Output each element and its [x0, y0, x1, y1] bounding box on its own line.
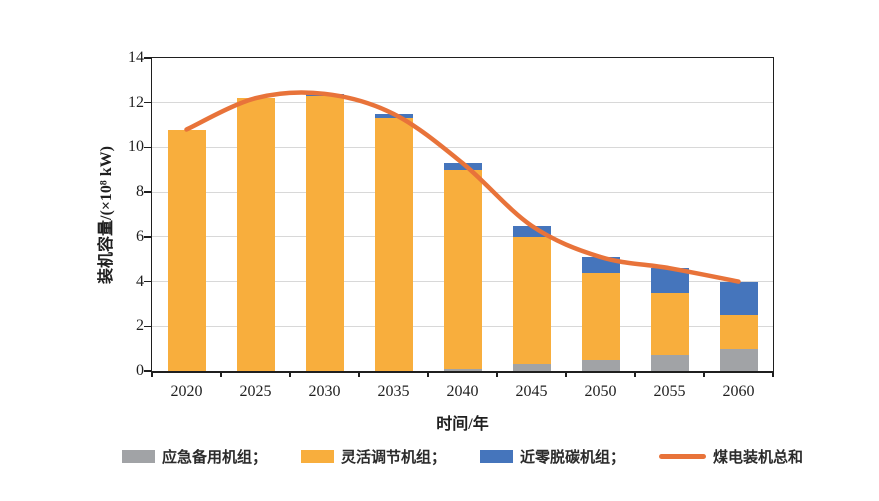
bar-segment-2040-近零脱碳机组	[443, 163, 482, 170]
legend-item: 灵活调节机组；	[300, 446, 446, 467]
x-tick-label: 2030	[308, 383, 341, 400]
x-tick-mark	[151, 372, 153, 377]
x-tick-label: 2040	[446, 383, 479, 400]
bar-segment-2045-近零脱碳机组	[512, 225, 551, 237]
bar-segment-2060-灵活调节机组	[719, 315, 758, 349]
bar-segment-2060-近零脱碳机组	[719, 281, 758, 316]
x-tick-label: 2020	[170, 383, 203, 400]
y-tick-label: 0	[136, 362, 144, 379]
bar-segment-2025-灵活调节机组	[236, 98, 275, 371]
x-tick-label: 2035	[377, 383, 410, 400]
x-tick-mark	[772, 372, 774, 377]
bar-segment-2060-应急备用机组	[719, 348, 758, 371]
legend-label: 近零脱碳机组；	[520, 450, 626, 466]
plot-area	[151, 57, 774, 373]
y-tick-label: 4	[136, 272, 144, 290]
x-tick-label: 2025	[239, 383, 272, 400]
x-tick-mark	[496, 372, 498, 377]
x-tick-label: 2060	[722, 383, 755, 400]
trend-line-煤电装机总和	[184, 90, 741, 284]
legend-color-swatch	[300, 450, 334, 463]
y-tick-mark	[144, 191, 151, 193]
y-tick-label: 10	[128, 138, 144, 156]
legend-item: 煤电装机总和	[659, 446, 803, 467]
legend-label: 煤电装机总和	[713, 450, 804, 466]
y-tick-mark	[144, 146, 151, 149]
legend-label: 应急备用机组；	[161, 450, 267, 466]
x-tick-mark	[289, 372, 291, 377]
bar-segment-2040-灵活调节机组	[443, 169, 482, 369]
x-tick-mark	[634, 372, 636, 377]
x-tick-label: 2045	[515, 383, 548, 400]
bar-segment-2040-应急备用机组	[443, 368, 482, 371]
y-tick-mark	[144, 325, 151, 328]
y-tick-label: 14	[128, 49, 144, 66]
legend-label: 灵活调节机组；	[340, 450, 446, 466]
y-tick-mark	[144, 101, 151, 104]
gridline	[152, 102, 773, 104]
bar-segment-2055-灵活调节机组	[650, 292, 689, 356]
bar-segment-2045-应急备用机组	[512, 364, 551, 371]
legend-color-swatch	[121, 450, 155, 463]
y-tick-mark	[144, 57, 151, 59]
y-tick-mark	[144, 236, 151, 238]
y-tick-mark	[144, 370, 151, 372]
bar-segment-2020-灵活调节机组	[167, 129, 206, 371]
legend-item: 近零脱碳机组；	[480, 446, 625, 467]
x-tick-label: 2050	[584, 383, 617, 400]
legend-line-swatch	[659, 454, 707, 459]
legend-item: 应急备用机组；	[121, 446, 267, 467]
x-axis-title: 时间/年	[436, 416, 489, 433]
y-tick-label: 12	[128, 93, 144, 111]
x-tick-mark	[220, 372, 222, 377]
bar-segment-2050-应急备用机组	[581, 359, 620, 371]
y-axis-title: 装机容量/(×10⁸ kW)	[98, 146, 115, 284]
x-tick-mark	[358, 372, 360, 377]
bar-segment-2050-灵活调节机组	[581, 272, 620, 360]
y-tick-label: 8	[136, 183, 144, 201]
y-tick-mark	[144, 280, 151, 283]
legend: 应急备用机组； 灵活调节机组； 近零脱碳机组； 煤电装机总和	[121, 446, 803, 467]
bar-segment-2035-灵活调节机组	[374, 118, 413, 371]
bar-segment-2030-灵活调节机组	[305, 96, 344, 371]
bar-segment-2045-灵活调节机组	[512, 236, 551, 365]
y-tick-label: 6	[136, 227, 144, 245]
trend-line-layer	[184, 90, 741, 284]
legend-color-swatch	[480, 450, 513, 463]
x-tick-label: 2055	[653, 383, 686, 400]
y-tick-label: 2	[136, 317, 144, 335]
gridline	[152, 146, 773, 148]
bar-segment-2055-应急备用机组	[650, 355, 689, 371]
x-tick-mark	[427, 372, 429, 377]
x-tick-mark	[565, 372, 567, 377]
x-tick-mark	[703, 372, 705, 377]
